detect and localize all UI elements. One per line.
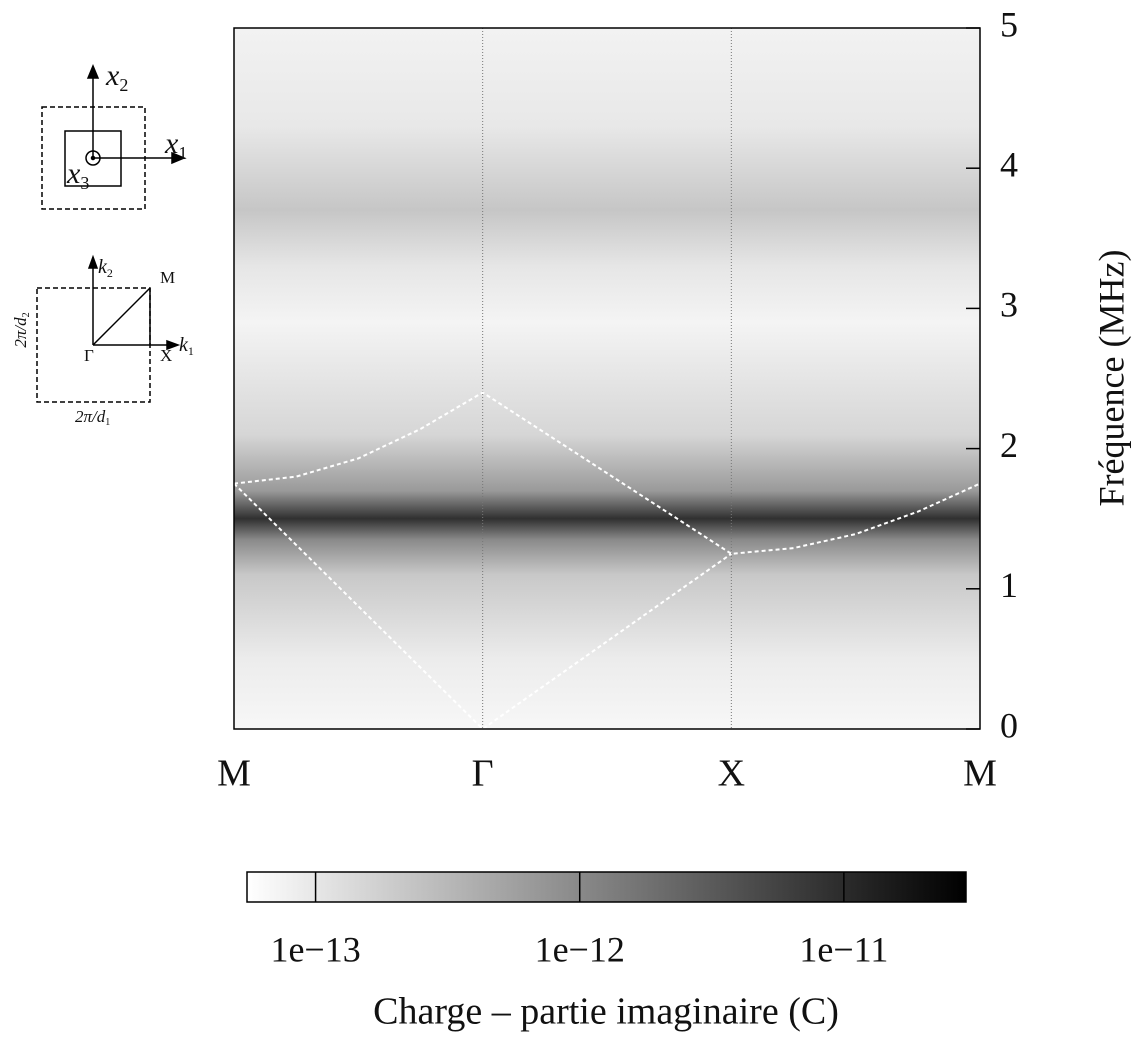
inset-label-text: 2π/d: [11, 317, 30, 348]
inset-label: M: [160, 268, 175, 287]
inset-label-text: k: [179, 334, 189, 356]
inset-label: k1: [179, 334, 194, 358]
y-tick-label: 2: [1000, 425, 1018, 465]
x-tick-label: M: [963, 753, 997, 795]
inset-label: k2: [98, 256, 113, 280]
inset-label: x1: [164, 127, 187, 163]
inset-label: X: [160, 346, 172, 365]
inset-label-text: x: [105, 59, 120, 92]
inset-label-sub: 3: [80, 173, 89, 193]
plot-frame: [233, 27, 981, 730]
inset-label-sub: 2: [21, 312, 32, 317]
inset-label-sub: 2: [119, 75, 128, 95]
colorbar-tick-label: 1e−11: [799, 929, 888, 969]
inset-label-text: k: [98, 256, 108, 278]
colorbar-title: Charge – partie imaginaire (C): [373, 991, 839, 1033]
inset-label-text: x: [164, 127, 179, 160]
x-tick-label: Γ: [472, 753, 494, 795]
y-tick-label: 4: [1000, 144, 1018, 184]
inset-label-sub: 1: [178, 143, 187, 163]
dispersion-line: [233, 391, 981, 555]
inset-label-text: x: [66, 157, 81, 190]
inset-label-text: X: [160, 346, 172, 365]
inset-label: 2π/d2: [11, 312, 32, 347]
inset-label: 2π/d1: [75, 407, 110, 428]
inset-label-text: M: [160, 268, 175, 287]
inset-label-sub: 1: [105, 417, 110, 428]
inset-label-sub: 2: [107, 266, 113, 280]
inset-label: x3: [66, 157, 89, 193]
x-tick-label: M: [217, 753, 251, 795]
inset-label-text: 2π/d: [75, 407, 106, 426]
inset-label-text: Γ: [84, 346, 94, 365]
inset-diagram: [36, 64, 186, 403]
heatmap: [234, 28, 980, 729]
colorbar-tick-label: 1e−13: [270, 929, 360, 969]
y-tick-label: 3: [1000, 285, 1018, 325]
y-tick-label: 5: [1000, 4, 1018, 44]
x-tick-label: X: [718, 753, 745, 795]
y-tick-label: 1: [1000, 565, 1018, 605]
inset-label: x2: [105, 59, 128, 95]
colorbar: [246, 871, 967, 903]
y-tick-label: 0: [1000, 705, 1018, 745]
y-axis-label: Fréquence (MHz): [1091, 250, 1131, 507]
inset-label-sub: 1: [188, 344, 194, 358]
inset-label: Γ: [84, 346, 94, 365]
colorbar-tick-label: 1e−12: [535, 929, 625, 969]
